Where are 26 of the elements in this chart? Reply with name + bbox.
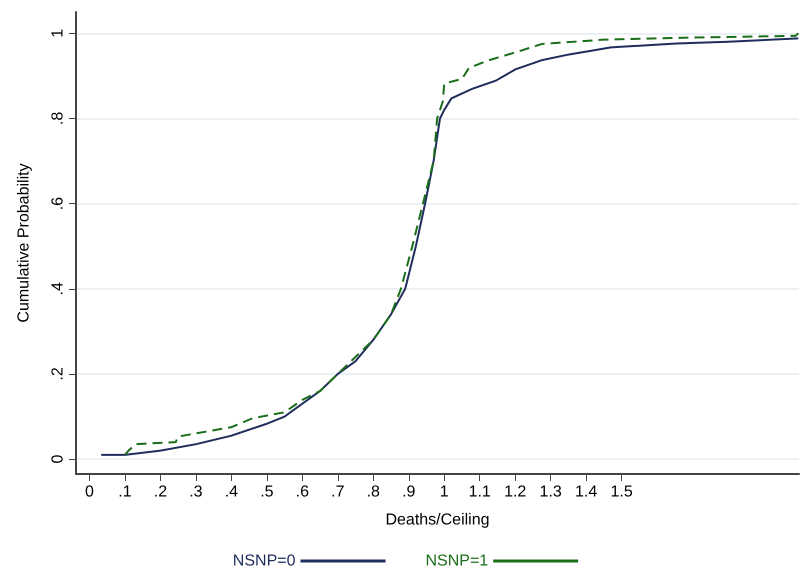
x-tick-label: 1.1 bbox=[468, 484, 491, 500]
x-tick-label: .8 bbox=[366, 484, 380, 500]
text: NSNP=1 bbox=[425, 552, 488, 570]
x-tick-label: 1 bbox=[440, 484, 449, 500]
x-axis-title: Deaths/Ceiling bbox=[385, 512, 490, 528]
x-tick-label: 0 bbox=[85, 484, 94, 500]
y-axis-title: Cumulative Probability bbox=[16, 163, 32, 323]
x-tick-label: .2 bbox=[154, 484, 168, 500]
x-tick-label: 1.3 bbox=[540, 484, 562, 500]
x-tick-label: .6 bbox=[296, 484, 310, 500]
x-tick-label: .1 bbox=[118, 484, 132, 500]
y-tick-label: 1 bbox=[50, 28, 66, 38]
x-tick-label: .4 bbox=[224, 484, 238, 500]
y-tick-label: .4 bbox=[50, 282, 66, 296]
y-tick-label: .8 bbox=[50, 112, 66, 126]
x-tick-label: .5 bbox=[260, 484, 274, 500]
y-tick-label: .2 bbox=[50, 367, 66, 381]
x-tick-label: 1.5 bbox=[610, 484, 633, 500]
x-tick-label: .7 bbox=[331, 484, 345, 500]
y-tick-label: 0 bbox=[50, 454, 66, 464]
x-tick-label: 1.2 bbox=[504, 484, 526, 500]
y-tick-label: .6 bbox=[50, 196, 66, 210]
x-tick-label: 1.4 bbox=[575, 484, 598, 500]
text: NSNP=0 bbox=[232, 552, 296, 570]
x-tick-label: .3 bbox=[189, 484, 203, 500]
x-tick-label: .9 bbox=[402, 484, 416, 500]
